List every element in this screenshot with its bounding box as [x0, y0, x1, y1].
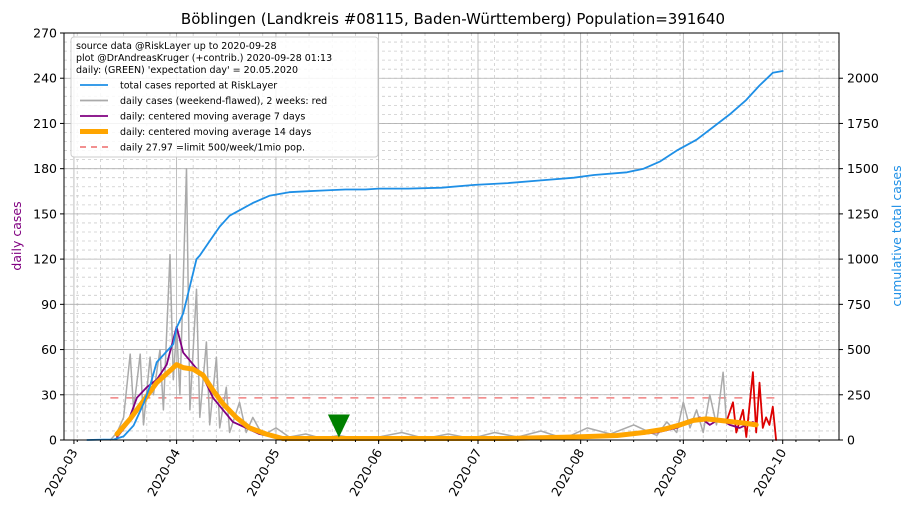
legend-label: daily 27.97 =limit 500/week/1mio pop.: [120, 143, 305, 154]
right-tick-label: 1250: [847, 206, 879, 221]
left-tick-label: 240: [33, 71, 57, 86]
plot-frame: [63, 32, 840, 441]
right-tick-label: 2000: [847, 71, 879, 86]
expectation-day-marker: [327, 414, 350, 438]
x-tick-label: 2020-05: [243, 446, 282, 499]
x-tick-label: 2020-09: [651, 446, 690, 499]
legend-label: daily: centered moving average 7 days: [120, 112, 305, 123]
right-tick-label: 0: [847, 433, 855, 448]
left-tick-label: 120: [33, 252, 57, 267]
x-tick-label: 2020-06: [346, 446, 385, 499]
legend: source data @RiskLayer up to 2020-09-28 …: [70, 36, 379, 158]
x-tick-label: 2020-04: [144, 446, 183, 499]
right-tick-label: 1750: [847, 116, 879, 131]
chart-title: Böblingen (Landkreis #08115, Baden-Württ…: [181, 10, 725, 28]
series-layer: [86, 70, 784, 441]
right-tick-label: 1000: [847, 252, 879, 267]
x-tick-label: 2020-10: [750, 446, 789, 499]
right-axis: 0 250 500 750 1000 1250 1500 1750 2000: [839, 71, 879, 448]
right-tick-label: 1500: [847, 161, 879, 176]
legend-label: daily cases (weekend-flawed), 2 weeks: r…: [120, 96, 327, 107]
series-line: [725, 371, 777, 441]
left-tick-label: 150: [33, 206, 57, 221]
legend-label: total cases reported at RiskLayer: [120, 81, 277, 92]
left-tick-label: 60: [41, 342, 57, 357]
left-tick-label: 270: [33, 26, 57, 41]
y-axis-label-right: cumulative total cases: [889, 165, 904, 306]
expectation-day-triangle: [327, 414, 350, 438]
left-tick-label: 30: [41, 387, 57, 402]
left-axis: 0 30 60 90 120 150 180 210 240 270: [33, 26, 64, 448]
left-tick-label: 180: [33, 161, 57, 176]
left-tick-label: 210: [33, 116, 57, 131]
legend-info-line: daily: (GREEN) 'expectation day' = 20.05…: [76, 65, 298, 76]
right-tick-label: 250: [847, 387, 871, 402]
y-axis-label-left: daily cases: [9, 201, 24, 270]
legend-box: [70, 36, 379, 158]
legend-entries: total cases reported at RiskLayer daily c…: [80, 81, 327, 154]
series-line: [114, 362, 759, 441]
x-tick-label: 2020-07: [445, 446, 484, 499]
right-tick-label: 750: [847, 297, 871, 312]
x-tick-label: 2020-08: [548, 446, 587, 499]
legend-info-line: plot @DrAndreasKruger (+contrib.) 2020-0…: [76, 53, 332, 64]
left-tick-label: 0: [49, 433, 57, 448]
legend-info-line: source data @RiskLayer up to 2020-09-28: [76, 41, 277, 52]
legend-label: daily: centered moving average 14 days: [120, 127, 311, 138]
left-tick-label: 90: [41, 297, 57, 312]
x-axis: 2020-03 2020-04 2020-05 2020-06 2020-07 2020-…: [41, 440, 820, 499]
right-tick-label: 500: [847, 342, 871, 357]
series-line: [86, 70, 784, 441]
series-line: [116, 325, 754, 440]
x-tick-label: 2020-03: [41, 446, 80, 499]
